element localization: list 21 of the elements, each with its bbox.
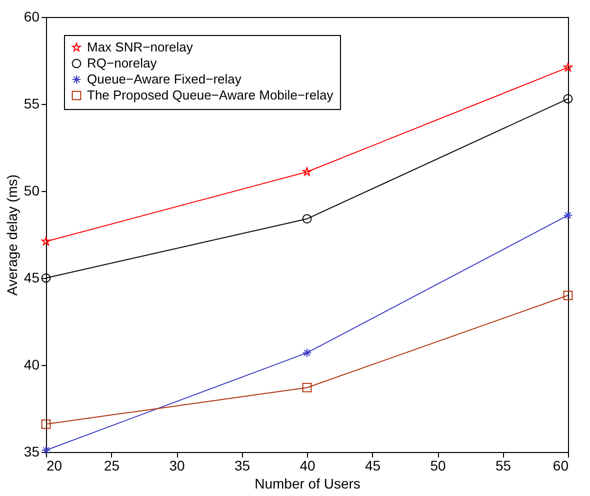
x-tick-label: 25	[104, 458, 120, 474]
x-tick-label: 40	[300, 458, 316, 474]
y-tick-label: 35	[24, 444, 40, 460]
y-tick-label: 45	[24, 270, 40, 286]
x-tick-label: 20	[46, 458, 62, 474]
legend-label: Queue−Aware Fixed−relay	[87, 72, 242, 86]
x-tick-label: 45	[364, 458, 381, 474]
legend-label: The Proposed Queue−Aware Mobile−relay	[87, 88, 334, 102]
x-axis-title: Number of Users	[254, 476, 360, 492]
y-tick-label: 60	[24, 8, 40, 24]
x-tick-label: 55	[495, 458, 512, 474]
x-tick-label: 60	[552, 458, 569, 474]
y-tick-label: 40	[24, 356, 40, 372]
x-tick-label: 30	[169, 458, 185, 474]
legend-label: RQ−norelay	[87, 56, 158, 70]
y-tick-label: 55	[24, 96, 40, 112]
legend-label: Max SNR−norelay	[87, 40, 194, 54]
x-tick-label: 35	[234, 458, 250, 474]
y-axis-title: Average delay (ms)	[4, 174, 20, 296]
y-tick-label: 50	[24, 182, 40, 198]
x-tick-label: 50	[430, 458, 446, 474]
